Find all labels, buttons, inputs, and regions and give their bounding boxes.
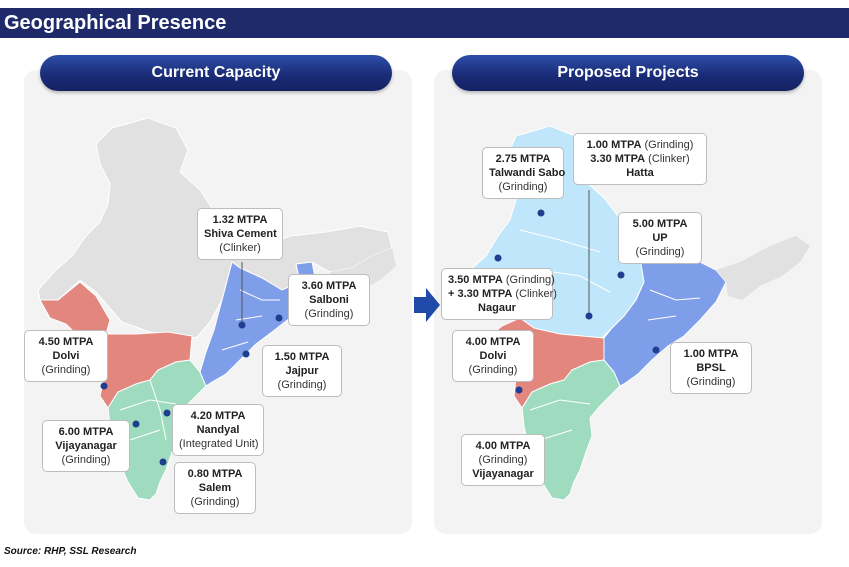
hatta-line1-type: (Grinding) bbox=[644, 139, 694, 151]
talwandi-name: Talwandi Sabo bbox=[489, 167, 566, 179]
callout-jajpur: 1.50 MTPA Jajpur (Grinding) bbox=[262, 345, 342, 397]
dolvi-proposed-capacity: 4.00 MTPA bbox=[465, 336, 521, 348]
marker-jajpur[interactable] bbox=[242, 350, 250, 358]
current-capacity-heading: Current Capacity bbox=[40, 55, 392, 91]
marker-up[interactable] bbox=[617, 271, 625, 279]
hatta-line1-capacity: 1.00 MTPA bbox=[586, 139, 642, 151]
salem-capacity: 0.80 MTPA bbox=[187, 468, 243, 480]
callout-shiva-cement: 1.32 MTPA Shiva Cement (Clinker) bbox=[197, 208, 283, 260]
dolvi-current-capacity: 4.50 MTPA bbox=[38, 336, 94, 348]
dolvi-proposed-name: Dolvi bbox=[479, 350, 507, 362]
salboni-type: (Grinding) bbox=[304, 308, 354, 320]
callout-dolvi-current: 4.50 MTPA Dolvi (Grinding) bbox=[24, 330, 108, 382]
callout-talwandi-sabo: 2.75 MTPA Talwandi Sabo (Grinding) bbox=[482, 147, 566, 199]
callout-salboni: 3.60 MTPA Salboni (Grinding) bbox=[288, 274, 370, 326]
state-boundaries bbox=[119, 289, 280, 441]
page-title: Geographical Presence bbox=[0, 8, 849, 38]
callout-nagaur: 3.50 MTPA (Grinding) + 3.30 MTPA (Clinke… bbox=[441, 268, 557, 320]
dolvi-current-name: Dolvi bbox=[52, 350, 80, 362]
nandyal-name: Nandyal bbox=[196, 424, 240, 436]
marker-vijayanagar[interactable] bbox=[132, 420, 140, 428]
hatta-name: Hatta bbox=[626, 167, 654, 179]
dolvi-proposed-type: (Grinding) bbox=[468, 364, 518, 376]
marker-salboni[interactable] bbox=[275, 314, 283, 322]
jajpur-type: (Grinding) bbox=[277, 379, 327, 391]
state-boundaries-proposed bbox=[519, 229, 701, 441]
salboni-capacity: 3.60 MTPA bbox=[301, 280, 357, 292]
nagaur-line1: 3.50 MTPA (Grinding) bbox=[448, 273, 555, 287]
marker-talwandi-sabo[interactable] bbox=[537, 209, 545, 217]
hatta-line2-capacity: 3.30 MTPA bbox=[590, 153, 646, 165]
marker-nagaur[interactable] bbox=[494, 254, 502, 262]
nagaur-line1-type: (Grinding) bbox=[505, 274, 555, 286]
marker-bpsl[interactable] bbox=[652, 346, 660, 354]
salem-name: Salem bbox=[198, 482, 232, 494]
proposed-projects-heading: Proposed Projects bbox=[452, 55, 804, 91]
marker-salem[interactable] bbox=[159, 458, 167, 466]
east-region-proposed bbox=[603, 245, 727, 387]
nagaur-name: Nagaur bbox=[478, 302, 516, 314]
bpsl-capacity: 1.00 MTPA bbox=[683, 348, 739, 360]
up-name: UP bbox=[652, 232, 668, 244]
hatta-line1: 1.00 MTPA (Grinding) bbox=[580, 138, 700, 152]
nagaur-line2: + 3.30 MTPA (Clinker) bbox=[448, 287, 557, 301]
callout-nandyal: 4.20 MTPA Nandyal (Integrated Unit) bbox=[172, 404, 264, 456]
bpsl-type: (Grinding) bbox=[686, 376, 736, 388]
shiva-capacity: 1.32 MTPA bbox=[212, 214, 268, 226]
vijayanagar-proposed-type: (Grinding) bbox=[478, 454, 528, 466]
vijayanagar-proposed-capacity: 4.00 MTPA bbox=[475, 440, 531, 452]
callout-dolvi-proposed: 4.00 MTPA Dolvi (Grinding) bbox=[452, 330, 534, 382]
vijayanagar-current-name: Vijayanagar bbox=[55, 440, 117, 452]
nagaur-line1-capacity: 3.50 MTPA bbox=[448, 274, 503, 286]
callout-salem: 0.80 MTPA Salem (Grinding) bbox=[174, 462, 256, 514]
marker-dolvi[interactable] bbox=[100, 382, 108, 390]
callout-up: 5.00 MTPA UP (Grinding) bbox=[618, 212, 702, 264]
vijayanagar-proposed-name: Vijayanagar bbox=[472, 468, 534, 480]
salboni-name: Salboni bbox=[309, 294, 349, 306]
nandyal-type: (Integrated Unit) bbox=[179, 438, 259, 450]
location-markers-proposed bbox=[494, 209, 660, 394]
nagaur-line2-type: (Clinker) bbox=[515, 288, 557, 300]
location-markers bbox=[100, 314, 283, 466]
up-capacity: 5.00 MTPA bbox=[632, 218, 688, 230]
shiva-name: Shiva Cement bbox=[204, 228, 277, 240]
nandyal-capacity: 4.20 MTPA bbox=[190, 410, 246, 422]
hatta-line2-type: (Clinker) bbox=[648, 153, 690, 165]
marker-hatta[interactable] bbox=[585, 312, 593, 320]
talwandi-type: (Grinding) bbox=[498, 181, 548, 193]
callout-bpsl: 1.00 MTPA BPSL (Grinding) bbox=[670, 342, 752, 394]
nagaur-line2-capacity: + 3.30 MTPA bbox=[448, 288, 513, 300]
bpsl-name: BPSL bbox=[696, 362, 726, 374]
transition-arrow-icon bbox=[414, 288, 440, 322]
jajpur-capacity: 1.50 MTPA bbox=[274, 351, 330, 363]
source-note: Source: RHP, SSL Research bbox=[4, 546, 137, 557]
hatta-line2: 3.30 MTPA (Clinker) bbox=[580, 152, 700, 166]
marker-shiva-cement[interactable] bbox=[238, 321, 246, 329]
vijayanagar-current-capacity: 6.00 MTPA bbox=[58, 426, 114, 438]
marker-nandyal[interactable] bbox=[163, 409, 171, 417]
marker-dolvi-proposed[interactable] bbox=[515, 386, 523, 394]
callout-hatta: 1.00 MTPA (Grinding) 3.30 MTPA (Clinker)… bbox=[573, 133, 707, 185]
shiva-type: (Clinker) bbox=[219, 242, 261, 254]
callout-vijayanagar-current: 6.00 MTPA Vijayanagar (Grinding) bbox=[42, 420, 130, 472]
jajpur-name: Jajpur bbox=[285, 365, 319, 377]
vijayanagar-current-type: (Grinding) bbox=[61, 454, 111, 466]
callout-vijayanagar-proposed: 4.00 MTPA (Grinding) Vijayanagar bbox=[461, 434, 545, 486]
dolvi-current-type: (Grinding) bbox=[41, 364, 91, 376]
salem-type: (Grinding) bbox=[190, 496, 240, 508]
northeast-region-proposed bbox=[716, 236, 810, 300]
up-type: (Grinding) bbox=[635, 246, 685, 258]
talwandi-capacity: 2.75 MTPA bbox=[495, 153, 551, 165]
